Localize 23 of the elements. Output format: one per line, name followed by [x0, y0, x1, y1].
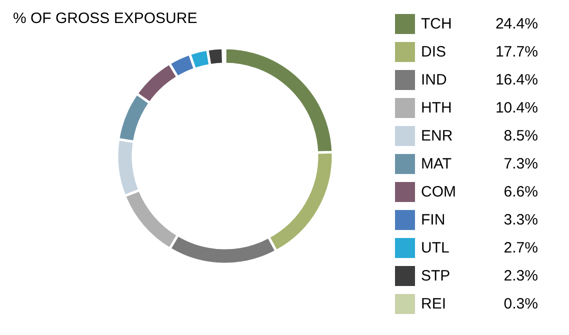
legend-label: STP [421, 268, 450, 284]
data-label: 10.4% [495, 100, 538, 116]
data-label: 7.3% [504, 156, 538, 172]
legend-label: COM [421, 184, 456, 200]
legend-label: TCH [421, 16, 452, 32]
legend-label: HTH [421, 100, 452, 116]
legend-label: REI [421, 296, 446, 312]
legend-label: MAT [421, 156, 452, 172]
chart-title: % OF GROSS EXPOSURE [13, 10, 198, 27]
data-label: 2.7% [504, 240, 538, 256]
data-label: 8.5% [504, 128, 538, 144]
data-label: 17.7% [495, 44, 538, 60]
data-label: 0.3% [504, 296, 538, 312]
data-label: 2.3% [504, 268, 538, 284]
legend-label: DIS [421, 44, 446, 60]
data-label: 16.4% [495, 72, 538, 88]
legend-label: FIN [421, 212, 446, 228]
data-label: 6.6% [504, 184, 538, 200]
legend-label: UTL [421, 240, 450, 256]
legend-label: IND [421, 72, 447, 88]
data-label: 24.4% [495, 16, 538, 32]
data-label: 3.3% [504, 212, 538, 228]
legend-label: ENR [421, 128, 453, 144]
